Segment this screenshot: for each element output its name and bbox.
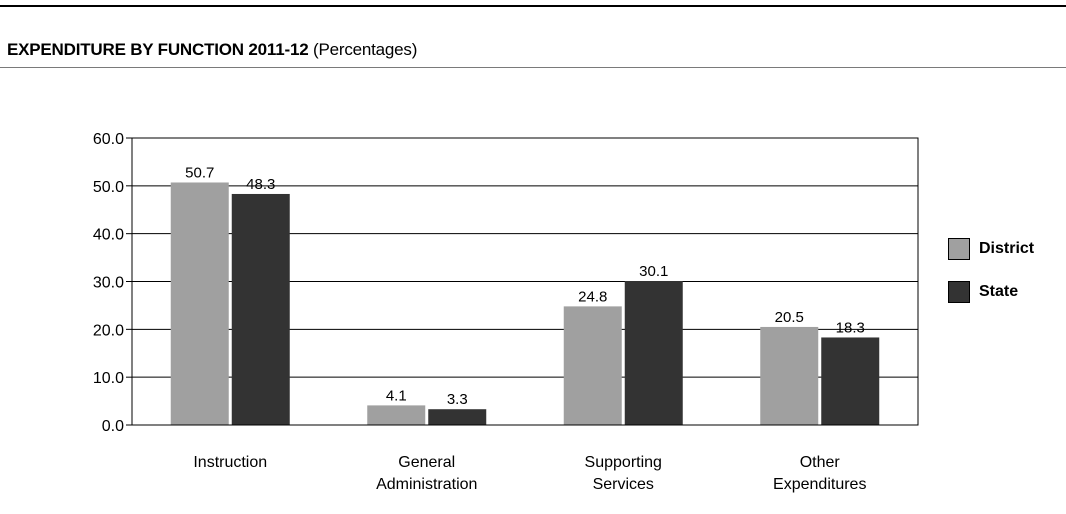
y-tick-label: 40.0 — [93, 227, 124, 244]
legend-label-state: State — [979, 283, 1019, 300]
data-label: 3.3 — [447, 391, 468, 408]
y-tick-label: 30.0 — [93, 275, 124, 292]
page-title: EXPENDITURE BY FUNCTION 2011-12 (Percent… — [7, 40, 417, 60]
data-label: 48.3 — [246, 176, 275, 193]
x-category-label: Instruction — [193, 454, 267, 471]
bar-district — [760, 326, 819, 425]
title-bold: EXPENDITURE BY FUNCTION 2011-12 — [7, 40, 309, 59]
x-category-label: General — [398, 454, 455, 471]
y-tick-label: 60.0 — [93, 131, 124, 148]
y-tick-label: 50.0 — [93, 179, 124, 196]
legend-swatch-district — [948, 238, 970, 260]
x-category-label: Supporting — [585, 454, 662, 471]
bar-state — [231, 193, 290, 425]
y-tick-label: 10.0 — [93, 370, 124, 387]
bar-district — [367, 405, 426, 425]
data-label: 30.1 — [639, 263, 668, 280]
legend-item-state: State — [948, 281, 1034, 303]
plot-frame — [131, 137, 919, 426]
bar-state — [624, 281, 683, 425]
legend: District State — [948, 238, 1034, 324]
x-category-label: Other — [800, 454, 841, 471]
x-category-label: Administration — [376, 476, 477, 493]
legend-item-district: District — [948, 238, 1034, 260]
data-label: 24.8 — [578, 288, 607, 305]
bar-state — [428, 409, 487, 425]
data-label: 4.1 — [386, 387, 407, 404]
bar-district — [170, 182, 229, 425]
bar-state — [821, 337, 880, 425]
data-label: 20.5 — [775, 309, 804, 326]
y-tick-label: 20.0 — [93, 322, 124, 339]
title-suffix: (Percentages) — [313, 40, 418, 59]
data-label: 18.3 — [836, 319, 865, 336]
legend-label-district: District — [979, 240, 1035, 257]
x-category-label: Services — [593, 476, 654, 493]
title-rule — [0, 67, 1066, 68]
bar-district — [563, 306, 622, 425]
data-label: 50.7 — [185, 164, 214, 181]
top-rule — [0, 5, 1066, 7]
y-tick-label: 0.0 — [102, 418, 124, 435]
x-category-label: Expenditures — [773, 476, 866, 493]
legend-swatch-state — [948, 281, 970, 303]
